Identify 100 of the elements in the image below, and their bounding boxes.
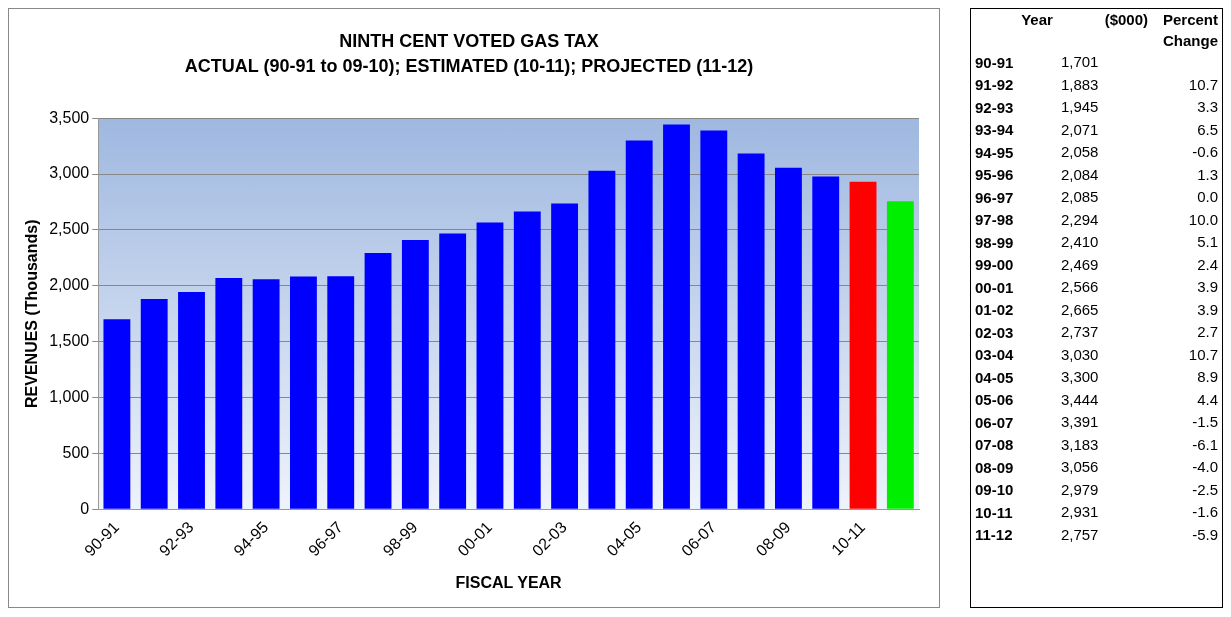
data-label: 3,030 (1059, 344, 1100, 365)
data-label: -1.6 (1191, 502, 1219, 522)
data-label: 10.7 (1187, 74, 1219, 95)
y-tick-label: 500 (62, 443, 90, 461)
data-label: 3,056 (1059, 457, 1100, 477)
data-label: 10.0 (1187, 209, 1219, 230)
bar (700, 130, 728, 509)
y-tick-label: 2,500 (49, 220, 90, 238)
data-label: 6.5 (1196, 119, 1219, 140)
bar (551, 203, 579, 509)
bar (513, 211, 541, 509)
data-label: 1,701 (1059, 52, 1100, 72)
data-label: -1.5 (1191, 412, 1219, 432)
data-label: 2,294 (1059, 209, 1100, 230)
data-label: 3,183 (1059, 434, 1100, 455)
chart-title: NINTH CENT VOTED GAS TAX (339, 30, 599, 51)
bar (364, 252, 392, 509)
y-tick-label: 2,000 (49, 276, 90, 294)
text: Year (1020, 10, 1054, 30)
bar (849, 181, 877, 509)
category-label: 97-98 (974, 210, 1015, 231)
category-label: 08-09 (974, 457, 1015, 478)
bar (663, 124, 690, 509)
y-tick-label: 1,000 (49, 387, 90, 405)
y-tick-label: 0 (80, 499, 90, 517)
category-label: 95-96 (974, 165, 1015, 186)
data-label: 3.9 (1196, 277, 1219, 297)
category-label: 10-11 (974, 502, 1014, 523)
data-label: -4.0 (1191, 457, 1219, 477)
data-label: 3.3 (1196, 97, 1219, 117)
data-label: 1,883 (1059, 74, 1100, 95)
bar (625, 140, 653, 509)
data-label: 3,391 (1059, 412, 1100, 432)
bar (774, 167, 802, 509)
data-label: 3,444 (1059, 389, 1100, 410)
category-label: 91-92 (974, 75, 1015, 96)
data-label: 2,085 (1059, 187, 1100, 207)
bar (103, 319, 131, 509)
data-label: -0.6 (1191, 142, 1219, 162)
text: ($000) (1103, 10, 1149, 30)
text: Percent Change (1161, 10, 1219, 51)
y-axis-title: REVENUES (Thousands) (23, 219, 41, 408)
category-label: 01-02 (974, 300, 1015, 321)
category-label: 00-01 (974, 277, 1015, 298)
bar (327, 276, 355, 509)
category-label: 09-10 (974, 480, 1015, 501)
data-label: 2.7 (1196, 322, 1219, 342)
data-label: 8.9 (1196, 367, 1219, 387)
data-label: 2,071 (1059, 119, 1100, 140)
bar (215, 277, 243, 509)
data-label: 1.3 (1196, 164, 1219, 185)
bar (476, 222, 504, 509)
category-label: 11-12 (974, 525, 1014, 546)
category-label: 92-93 (974, 97, 1015, 118)
data-label: 2,757 (1059, 524, 1100, 545)
y-tick-label: 3,500 (49, 108, 90, 126)
data-label: 10.7 (1187, 344, 1219, 365)
category-label: 98-99 (974, 232, 1015, 253)
category-label: 07-08 (974, 435, 1015, 456)
bar (140, 298, 168, 509)
y-tick-label: 3,000 (49, 164, 90, 182)
bar (812, 176, 840, 509)
data-label: 2,665 (1059, 299, 1100, 320)
data-label: 1,945 (1059, 97, 1100, 117)
bar (588, 170, 616, 509)
data-label: 2,979 (1059, 479, 1100, 500)
x-axis-title: FISCAL YEAR (455, 573, 563, 591)
category-label: 90-91 (974, 52, 1015, 73)
data-label: 2,931 (1059, 502, 1100, 522)
category-label: 94-95 (974, 142, 1015, 163)
data-label: 2,737 (1059, 322, 1100, 342)
category-label: 99-00 (974, 255, 1015, 276)
category-label: 93-94 (974, 120, 1015, 141)
y-tick-label: 1,500 (49, 332, 90, 350)
bar (290, 276, 317, 509)
bar (401, 240, 429, 509)
category-label: 03-04 (974, 345, 1015, 366)
data-label: 3.9 (1196, 299, 1219, 320)
data-label: -6.1 (1191, 434, 1219, 455)
data-label: 4.4 (1196, 389, 1219, 410)
category-label: 96-97 (974, 187, 1015, 208)
category-label: 05-06 (974, 390, 1015, 411)
data-label: -2.5 (1191, 479, 1219, 500)
bar (886, 201, 914, 509)
category-label: 04-05 (974, 367, 1015, 388)
data-label: 2.4 (1196, 254, 1219, 275)
data-label: 2,469 (1059, 254, 1100, 275)
data-label: 2,410 (1059, 232, 1100, 252)
chart-subtitle: ACTUAL (90-91 to 09-10); ESTIMATED (10-11); PROJECTED (11-12) (184, 56, 754, 77)
bar (737, 153, 765, 509)
bar (178, 291, 205, 509)
bar (252, 279, 280, 509)
data-label: -5.9 (1191, 524, 1219, 545)
data-label: 2,566 (1059, 277, 1100, 297)
data-label: 3,300 (1059, 367, 1100, 387)
bar (439, 233, 467, 509)
data-label: 0.0 (1196, 187, 1219, 207)
data-label: 2,058 (1059, 142, 1100, 162)
category-label: 06-07 (974, 412, 1015, 433)
data-label: 2,084 (1059, 164, 1100, 185)
